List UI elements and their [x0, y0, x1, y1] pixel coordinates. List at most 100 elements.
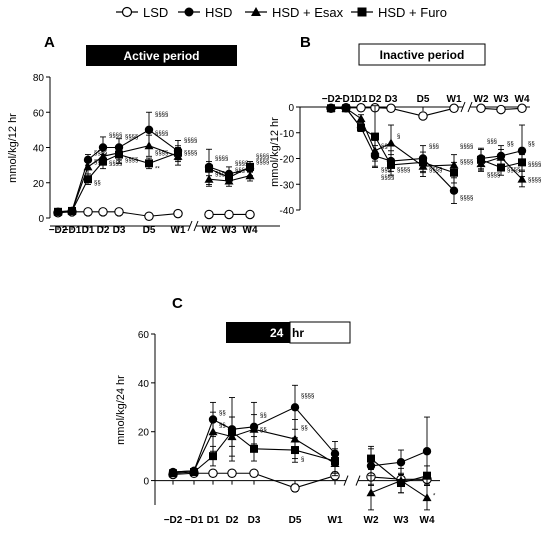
series-hsd-furo: [327, 104, 526, 184]
significance-annotation: §§§§: [155, 112, 168, 118]
series-hsd-furo-point: [367, 454, 375, 463]
significance-annotation: §§§§: [528, 162, 541, 168]
y-tick-label: 20: [138, 428, 150, 439]
panel-letter-c: C: [172, 295, 183, 312]
axis-break-mark: [355, 475, 361, 486]
series-hsd-furo-point: [115, 150, 123, 159]
significance-annotation: §§§§: [301, 394, 314, 400]
series-hsd-furo-point: [497, 163, 505, 172]
y-tick-label: 0: [288, 103, 294, 114]
series-lsd-point: [517, 103, 527, 114]
series-lsd-point: [114, 207, 124, 217]
series-hsd-furo: [169, 416, 431, 494]
legend-item-hsd-esax: HSD + Esax: [245, 5, 344, 20]
series-lsd-point: [173, 208, 183, 219]
significance-annotation: §: [301, 457, 304, 463]
filled-triangle-icon: [251, 7, 261, 16]
panel-letter-b: B: [300, 34, 311, 51]
x-tick-label: W3: [222, 225, 237, 236]
series-hsd-furo: [54, 145, 254, 216]
y-tick-label: -10: [280, 129, 295, 140]
series-hsd-furo-point: [99, 157, 107, 166]
banner-b: Inactive period: [358, 43, 486, 66]
series-lsd: [53, 207, 255, 221]
significance-annotation: §§§§: [460, 144, 473, 150]
x-tick-label: D5: [417, 94, 430, 105]
legend-label-hsd-esax: HSD + Esax: [272, 5, 344, 20]
x-tick-label: D1: [355, 94, 368, 105]
series-hsd-esax-point: [144, 141, 154, 150]
x-tick-label: W4: [243, 225, 258, 236]
significance-annotation: §§: [260, 413, 267, 419]
series-hsd: [168, 384, 432, 486]
series-hsd-furo-point: [397, 479, 405, 488]
legend-item-hsd-furo: HSD + Furo: [351, 5, 447, 20]
series-lsd-point: [476, 103, 486, 114]
axis-break-mark: [467, 101, 473, 113]
series-hsd-point: [290, 403, 300, 412]
significance-annotation: §§§: [215, 172, 225, 178]
significance-annotation: §§§§: [256, 154, 269, 160]
x-tick-label: D2: [226, 515, 239, 526]
series-hsd-furo-point: [327, 104, 335, 113]
panel-letter-a: A: [44, 34, 55, 51]
significance-annotation: §§§§: [94, 151, 107, 157]
series-hsd-furo-point: [228, 427, 236, 436]
banner-c-light-label: hr: [292, 326, 304, 340]
axis-break-mark: [187, 220, 193, 232]
axis-break-mark: [193, 220, 199, 232]
filled-circle-icon: [184, 7, 194, 17]
series-hsd-furo-point: [145, 159, 153, 168]
series-hsd: [53, 111, 255, 217]
y-tick-label: 0: [38, 214, 44, 225]
series-hsd-furo-point: [205, 164, 213, 173]
series-hsd-esax-point: [249, 424, 259, 433]
x-tick-label: W2: [364, 515, 379, 526]
significance-annotation: §§§§: [487, 173, 500, 179]
series-hsd-furo-point: [423, 471, 431, 480]
significance-annotation: §§§: [429, 144, 439, 150]
banner-b-label: Inactive period: [380, 48, 465, 62]
x-tick-label: D2: [369, 94, 382, 105]
significance-annotation: §§: [507, 142, 514, 148]
significance-annotation: §§: [219, 411, 226, 417]
series-lsd-point: [290, 483, 300, 493]
series-hsd-point: [517, 146, 527, 155]
series-lsd-point: [356, 103, 366, 113]
axis-break-mark: [460, 101, 466, 113]
series-hsd-esax-point: [422, 493, 432, 502]
significance-annotation: §§: [260, 428, 267, 434]
x-tick-label: W1: [328, 515, 343, 526]
series-hsd-furo-point: [225, 173, 233, 182]
series-hsd-furo-point: [387, 160, 395, 169]
series-lsd-point: [204, 209, 214, 220]
significance-annotation: **: [155, 166, 160, 172]
series-hsd-esax-point: [366, 488, 376, 497]
significance-annotation: §§§§: [528, 178, 541, 184]
x-tick-label: D5: [289, 515, 302, 526]
significance-annotation: §§§§: [125, 135, 138, 141]
significance-annotation: §§§§: [460, 160, 473, 166]
series-hsd-furo-point: [291, 446, 299, 455]
panel-c: 0 20 40 60 mmol/kg/24 hr −D2 −D1 D1 D2 D3 D5 W1 W2 W3…: [115, 330, 440, 526]
significance-annotation: §§§§: [381, 175, 394, 181]
series-lsd-point: [208, 468, 218, 478]
series-hsd-furo-point: [169, 469, 177, 478]
legend-label-hsd: HSD: [205, 5, 232, 20]
significance-annotation: §§§§: [460, 196, 473, 202]
significance-annotation: §§§§: [184, 151, 197, 157]
y-tick-label: -30: [280, 180, 295, 191]
significance-annotation: §§§§: [94, 159, 107, 165]
series-hsd-furo-point: [68, 206, 76, 215]
significance-annotation: §§§§: [155, 131, 168, 137]
x-tick-label: W2: [474, 94, 489, 105]
series-lsd-point: [227, 468, 237, 478]
series-hsd-furo-point: [246, 162, 254, 171]
significance-annotation: §§§§: [125, 158, 138, 164]
series-lsd-point: [245, 209, 255, 220]
series-hsd-esax-point: [83, 162, 93, 171]
x-tick-label: −D2: [322, 94, 341, 105]
x-tick-label: −D1: [185, 515, 204, 526]
panel-a: 0 20 40 60 80 mmol/kg/12 hr −D2−D1 D1 D2 D3 D5 W1 W2…: [7, 73, 280, 236]
